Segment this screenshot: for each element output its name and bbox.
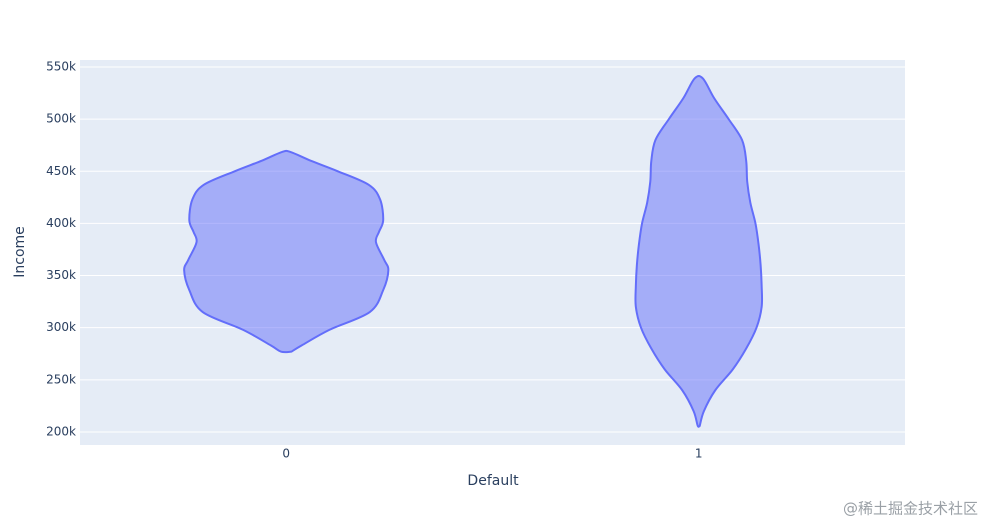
violin [634, 74, 764, 428]
y-tick-label: 400k [46, 216, 76, 230]
x-axis-title: Default [467, 473, 519, 489]
y-tick-label: 200k [46, 424, 76, 438]
y-tick-label: 300k [46, 320, 76, 334]
y-tick-label: 450k [46, 164, 76, 178]
y-tick-label: 500k [46, 112, 76, 126]
y-axis-title: Income [12, 226, 28, 278]
y-tick-label: 550k [46, 59, 76, 73]
y-tick-label: 250k [46, 372, 76, 386]
x-tick-label: 0 [282, 447, 290, 461]
y-tick-label: 350k [46, 268, 76, 282]
violin [183, 149, 390, 354]
watermark: @稀土掘金技术社区 [843, 500, 978, 518]
x-tick-label: 1 [695, 447, 703, 461]
